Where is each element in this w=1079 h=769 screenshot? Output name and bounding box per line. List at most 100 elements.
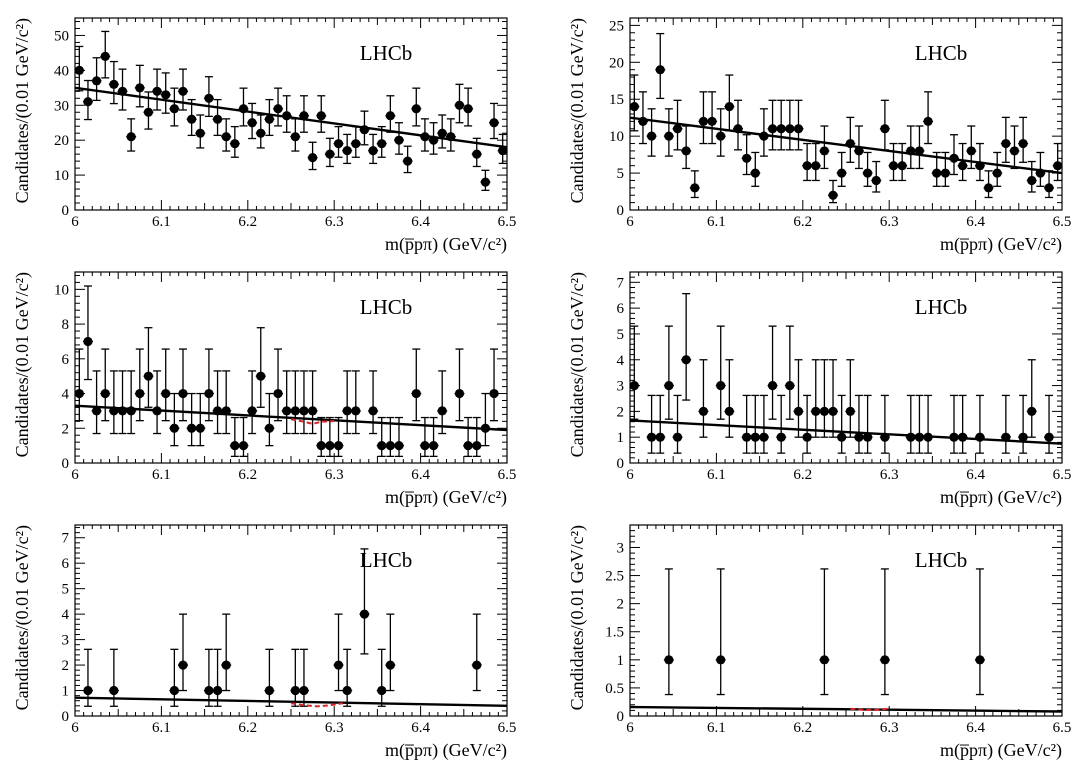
data-point: [143, 91, 154, 130]
data-point: [480, 392, 491, 447]
data-point: [273, 348, 284, 422]
data-marker: [83, 685, 93, 696]
data-marker: [1027, 406, 1037, 416]
data-point: [91, 370, 102, 435]
data-point: [75, 348, 85, 422]
data-point: [698, 91, 709, 145]
data-point: [949, 134, 959, 176]
data-point: [402, 145, 413, 174]
data-marker: [256, 128, 266, 138]
data-marker: [785, 124, 795, 134]
data-point: [836, 394, 847, 454]
data-point: [126, 370, 137, 435]
data-point: [212, 98, 223, 137]
lhcb-label: LHCb: [915, 41, 968, 65]
data-marker: [463, 441, 473, 451]
x-tick-label: 6.3: [325, 720, 344, 736]
data-marker: [169, 685, 179, 696]
y-tick-label: 0: [62, 203, 70, 219]
data-point: [905, 125, 916, 170]
data-marker: [342, 685, 352, 696]
data-point: [255, 327, 266, 408]
fit-curve: [630, 116, 1062, 175]
data-marker: [221, 660, 231, 670]
data-point: [117, 370, 128, 435]
y-axis-label: Candidates/(0.01 GeV/c²): [12, 525, 33, 710]
data-marker: [135, 388, 145, 399]
plot-area: [630, 568, 1062, 713]
data-point: [810, 142, 821, 182]
y-tick-label: 3: [62, 633, 70, 649]
data-point: [715, 108, 726, 157]
data-point: [663, 568, 674, 696]
y-tick-label: 2: [62, 658, 70, 674]
data-point: [195, 392, 206, 447]
data-point: [480, 169, 491, 192]
data-point: [350, 125, 361, 158]
x-axis-label: m(p̅pπ) (GeV/c²): [940, 234, 1062, 255]
data-point: [385, 613, 396, 692]
data-marker: [630, 380, 639, 391]
data-point: [316, 95, 327, 133]
data-marker: [100, 51, 110, 62]
y-tick-label: 7: [62, 531, 70, 547]
signal-curve: [290, 702, 343, 708]
data-point: [169, 87, 180, 127]
data-marker: [377, 441, 387, 451]
data-marker: [109, 79, 119, 89]
data-marker: [1018, 432, 1028, 442]
data-point: [672, 394, 683, 454]
data-marker: [1001, 138, 1011, 149]
data-point: [454, 348, 465, 422]
data-marker: [914, 146, 925, 156]
y-tick-label: 0: [617, 456, 625, 472]
data-point: [974, 394, 985, 454]
data-marker: [498, 146, 507, 156]
data-point: [160, 348, 171, 422]
data-point: [923, 394, 934, 454]
y-tick-label: 7: [617, 275, 625, 291]
data-point: [1018, 116, 1029, 163]
data-point: [229, 416, 240, 458]
data-point: [290, 370, 301, 435]
data-marker: [698, 406, 709, 416]
data-point: [437, 114, 448, 149]
data-marker: [750, 168, 760, 178]
data-marker: [664, 380, 674, 391]
data-point: [169, 648, 180, 707]
data-marker: [767, 380, 778, 391]
data-marker: [411, 388, 421, 399]
data-point: [376, 648, 387, 707]
data-point: [1026, 359, 1037, 438]
data-point: [394, 416, 404, 458]
data-marker: [647, 131, 657, 141]
data-point: [845, 359, 856, 438]
data-marker: [802, 432, 812, 442]
y-tick-label: 0: [62, 456, 70, 472]
data-point: [134, 64, 145, 108]
data-point: [767, 99, 778, 151]
x-tick-label: 6.1: [707, 720, 726, 736]
data-marker: [230, 139, 240, 149]
data-marker: [966, 146, 976, 156]
x-tick-label: 6.4: [966, 720, 985, 736]
data-point: [333, 416, 344, 458]
data-marker: [299, 406, 309, 416]
data-point: [247, 370, 258, 435]
data-point: [221, 613, 232, 692]
data-marker: [308, 153, 318, 163]
data-point: [298, 95, 309, 133]
data-marker: [454, 388, 465, 399]
data-point: [663, 108, 674, 157]
data-marker: [724, 406, 734, 416]
data-point: [836, 151, 847, 187]
data-marker: [135, 83, 145, 93]
data-point: [733, 99, 743, 151]
data-point: [264, 648, 275, 707]
data-point: [342, 648, 353, 707]
x-tick-label: 6.1: [707, 214, 726, 230]
data-marker: [716, 131, 726, 141]
y-tick-label: 4: [62, 607, 70, 623]
data-marker: [750, 432, 760, 442]
plot-area: [75, 285, 507, 458]
